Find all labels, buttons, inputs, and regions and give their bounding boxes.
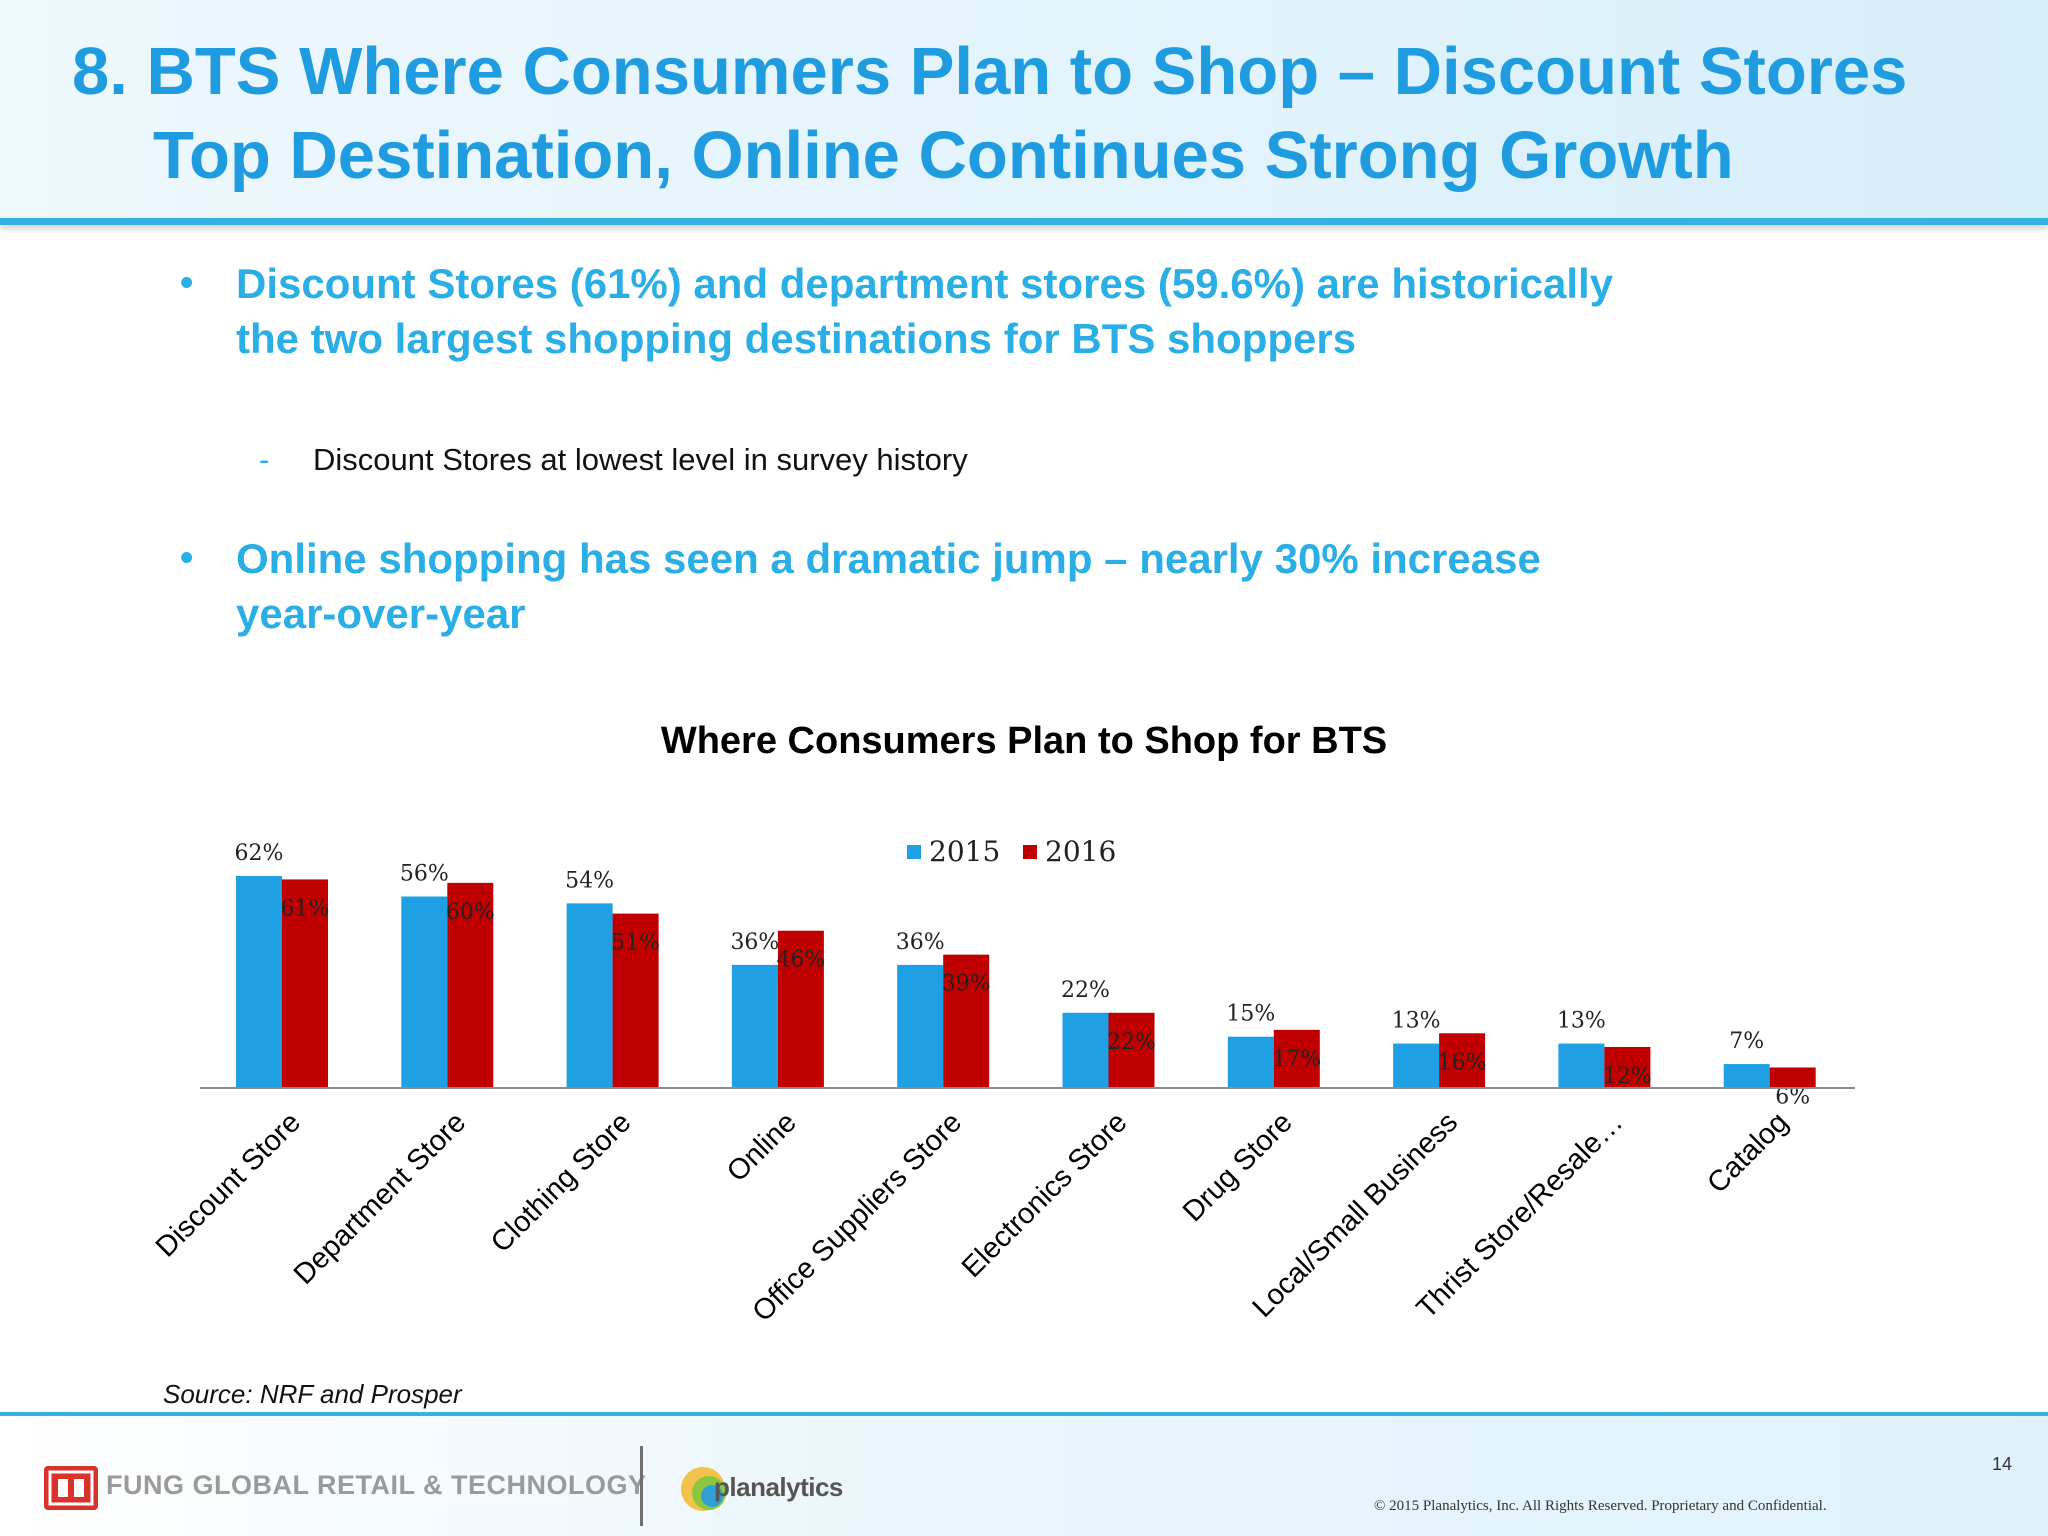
- category-label: Department Store: [288, 1106, 472, 1290]
- page-number: 14: [1992, 1454, 2013, 1474]
- data-label-2015: 22%: [1061, 978, 1110, 1003]
- bullet-text-line1: Online shopping has seen a dramatic jump…: [236, 535, 1541, 582]
- bar-2015: [236, 876, 282, 1088]
- bar-2015: [566, 903, 613, 1088]
- slide-title: 8. BTS Where Consumers Plan to Shop – Di…: [72, 30, 1907, 198]
- legend-label-2015: 2015: [929, 835, 1000, 868]
- bar-chart: 62% 61% Discount Store 56% 60% Department Sto…: [150, 835, 1855, 1328]
- footer-divider: [640, 1446, 643, 1526]
- company-name: FUNG GLOBAL RETAIL & TECHNOLOGY: [106, 1470, 647, 1500]
- title-underline: [0, 218, 2048, 225]
- legend-swatch-2016: [1023, 845, 1037, 859]
- data-label-2015: 36%: [896, 930, 945, 955]
- fung-logo-icon: [44, 1466, 98, 1510]
- bullet-marker: •: [180, 262, 194, 304]
- data-label-2016: 46%: [776, 948, 825, 973]
- bar-2015: [1558, 1043, 1605, 1088]
- bullet-item-online: • Online shopping has seen a dramatic ju…: [180, 531, 1796, 641]
- data-label-2016: 12%: [1603, 1064, 1652, 1089]
- bar-2015: [897, 964, 944, 1088]
- data-label-2016: 51%: [611, 931, 660, 956]
- data-label-2015: 62%: [235, 841, 284, 866]
- chart-title: Where Consumers Plan to Shop for BTS: [660, 720, 1388, 762]
- sub-bullet-marker: -: [259, 442, 270, 477]
- category-label: Catalog: [1701, 1106, 1794, 1199]
- bar-2015: [1062, 1012, 1109, 1088]
- data-label-2015: 54%: [565, 868, 614, 893]
- bullet-item-discount: • Discount Stores (61%) and department s…: [180, 256, 1796, 366]
- bar-2016: [777, 930, 824, 1088]
- data-label-2016: 61%: [281, 896, 330, 921]
- bar-2016: [1769, 1067, 1816, 1088]
- bar-2015: [401, 896, 448, 1088]
- sub-bullet-item: - Discount Stores at lowest level in sur…: [259, 440, 968, 480]
- bar-2016: [943, 954, 990, 1088]
- bar-2015: [731, 964, 778, 1088]
- copyright-text: © 2015 Planalytics, Inc. All Rights Rese…: [1374, 1498, 1827, 1514]
- bar-2016: [282, 879, 328, 1088]
- bullet-text-line1: Discount Stores (61%) and department sto…: [236, 260, 1614, 307]
- legend-swatch-2015: [907, 845, 921, 859]
- data-label-2016: 17%: [1272, 1047, 1321, 1072]
- bullet-marker: •: [180, 537, 194, 579]
- category-label: Electronics Store: [956, 1106, 1134, 1284]
- bar-2015: [1723, 1064, 1770, 1088]
- data-label-2015: 56%: [400, 862, 449, 887]
- footer-bar: [0, 1416, 2048, 1536]
- data-label-2016: 39%: [942, 972, 991, 997]
- bar-2016: [1108, 1012, 1155, 1088]
- sub-bullet-text: Discount Stores at lowest level in surve…: [313, 442, 968, 477]
- footer-rule: [0, 1412, 2048, 1416]
- data-label-2015: 13%: [1557, 1009, 1606, 1034]
- partner-name: planalytics: [714, 1472, 843, 1502]
- bar-2015: [1227, 1036, 1274, 1088]
- bullet-text-line2: year-over-year: [236, 590, 526, 637]
- bar-2016: [1604, 1046, 1651, 1088]
- category-label: Online: [721, 1106, 803, 1188]
- category-label: Drug Store: [1177, 1106, 1299, 1228]
- bar-2016: [612, 913, 659, 1088]
- legend-label-2016: 2016: [1045, 835, 1116, 868]
- category-label: Discount Store: [150, 1106, 307, 1263]
- bullet-text-line2: the two largest shopping destinations fo…: [236, 315, 1357, 362]
- bar-2016: [1273, 1029, 1320, 1088]
- slide-title-line2: Top Destination, Online Continues Strong…: [153, 118, 1734, 193]
- data-label-2015: 13%: [1392, 1009, 1441, 1034]
- bar-2015: [1393, 1043, 1440, 1088]
- bar-2016: [1439, 1033, 1486, 1088]
- source-note: Source: NRF and Prosper: [163, 1379, 462, 1409]
- slide-title-line1: 8. BTS Where Consumers Plan to Shop – Di…: [72, 34, 1908, 109]
- data-label-2016: 60%: [446, 900, 495, 925]
- bar-2016: [447, 882, 494, 1088]
- category-label: Clothing Store: [485, 1106, 638, 1259]
- data-label-2015: 36%: [730, 930, 779, 955]
- data-label-2016: 22%: [1107, 1030, 1156, 1055]
- data-label-2016: 16%: [1438, 1050, 1487, 1075]
- data-label-2015: 15%: [1226, 1002, 1275, 1027]
- data-label-2015: 7%: [1729, 1029, 1764, 1054]
- planalytics-logo-icon: [681, 1467, 726, 1511]
- title-banner: [0, 0, 2048, 222]
